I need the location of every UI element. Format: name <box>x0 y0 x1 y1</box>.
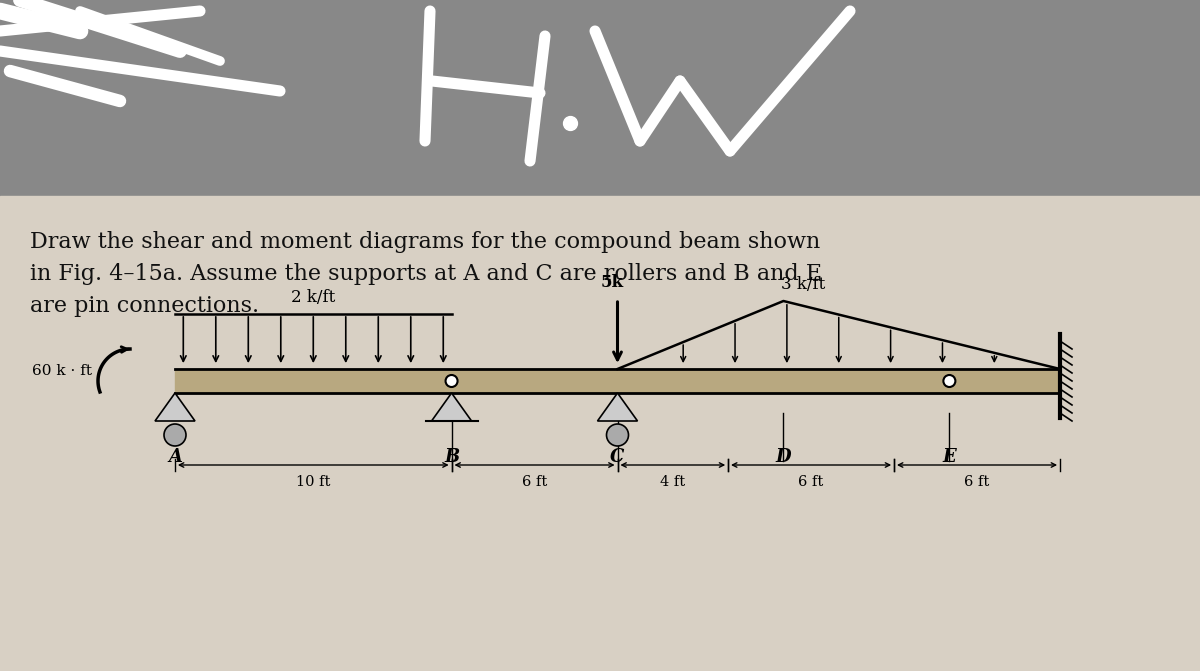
Circle shape <box>943 375 955 387</box>
Text: A: A <box>168 448 182 466</box>
Bar <box>0 196 1200 671</box>
Polygon shape <box>432 393 472 421</box>
Text: 3 k/ft: 3 k/ft <box>781 276 826 293</box>
Text: 5k: 5k <box>601 274 624 291</box>
Text: C: C <box>611 448 625 466</box>
Circle shape <box>164 424 186 446</box>
Circle shape <box>606 424 629 446</box>
Polygon shape <box>598 393 637 421</box>
Text: 4 ft: 4 ft <box>660 475 685 489</box>
Text: 2 k/ft: 2 k/ft <box>292 289 336 306</box>
Text: 6 ft: 6 ft <box>522 475 547 489</box>
Text: Draw the shear and moment diagrams for the compound beam shown
in Fig. 4–15a. As: Draw the shear and moment diagrams for t… <box>30 231 822 317</box>
Text: B: B <box>444 448 460 466</box>
Text: 6 ft: 6 ft <box>798 475 823 489</box>
Text: 60 k · ft: 60 k · ft <box>32 364 92 378</box>
Polygon shape <box>155 393 194 421</box>
Text: 10 ft: 10 ft <box>296 475 330 489</box>
Text: 6 ft: 6 ft <box>965 475 990 489</box>
Circle shape <box>445 375 457 387</box>
Text: E: E <box>942 448 956 466</box>
Text: D: D <box>775 448 791 466</box>
Bar <box>175 369 1060 393</box>
